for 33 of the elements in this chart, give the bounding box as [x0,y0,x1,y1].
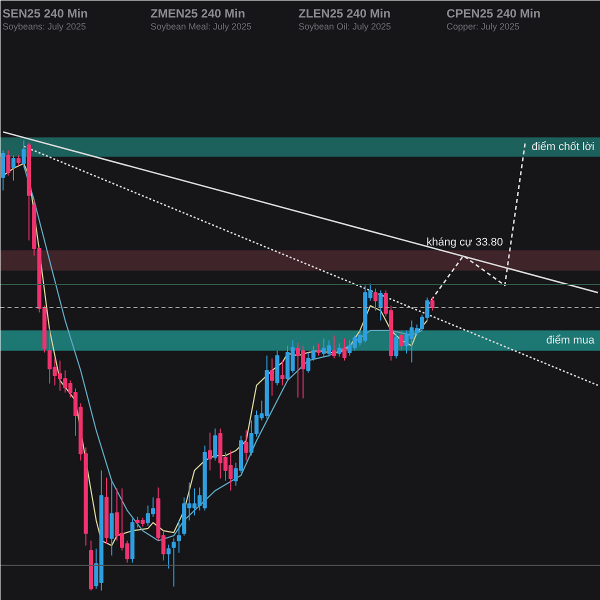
candlestick [332,334,336,359]
candlestick [316,342,321,356]
candlestick [399,330,404,352]
text: CPEN25 240 Min [446,6,541,20]
candlestick [16,154,21,166]
text: Soybean Meal: July 2025 [150,22,252,32]
candlestick [378,290,383,322]
band-label: điểm chốt lời [532,141,595,154]
candlestick [22,140,26,166]
candlestick [166,544,171,570]
candlestick [430,297,434,312]
candlestick [244,430,248,462]
candlestick [337,342,342,358]
candlestick [1,150,6,191]
text: Soybeans: July 2025 [2,22,86,32]
candlestick [394,333,398,359]
candlestick [213,428,218,462]
candlestick [280,360,284,386]
annotation: kháng cự 33.80 [426,236,503,248]
text: Soybean Oil: July 2025 [298,22,392,32]
candlestick [342,338,347,362]
candlestick [208,432,212,471]
text: ZMEN25 240 Min [150,6,246,20]
candlestick [270,358,274,396]
candlestick [172,538,176,588]
candlestick [373,288,378,312]
candlestick [176,520,181,554]
candlestick [11,154,16,182]
text: ZLEN25 240 Min [298,6,391,20]
text: SEN25 240 Min [2,6,88,20]
band-label: điểm mua [546,334,596,347]
candlestick [6,150,10,176]
text: Copper: July 2025 [446,22,520,32]
